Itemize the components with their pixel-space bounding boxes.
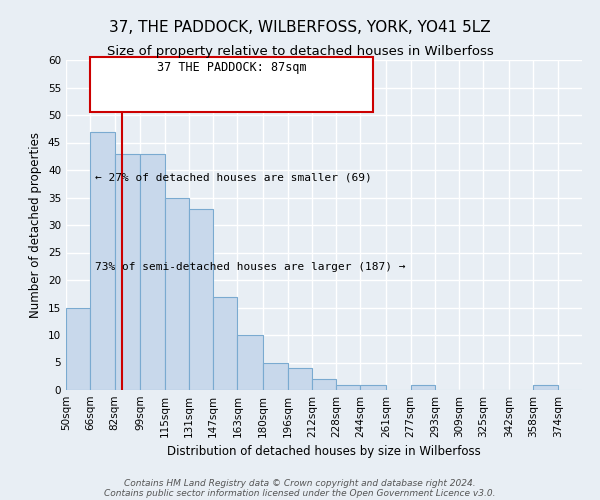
Bar [66, 308, 90, 390]
Bar [533, 384, 558, 390]
Text: 73% of semi-detached houses are larger (187) →: 73% of semi-detached houses are larger (… [95, 262, 406, 272]
Bar [312, 379, 336, 390]
Bar [189, 208, 213, 390]
Text: Contains HM Land Registry data © Crown copyright and database right 2024.: Contains HM Land Registry data © Crown c… [124, 478, 476, 488]
Y-axis label: Number of detached properties: Number of detached properties [29, 132, 43, 318]
Bar [140, 154, 164, 390]
Bar [410, 384, 435, 390]
Bar [361, 384, 386, 390]
Text: 37 THE PADDOCK: 87sqm: 37 THE PADDOCK: 87sqm [157, 60, 306, 74]
Bar [238, 335, 263, 390]
Text: 37, THE PADDOCK, WILBERFOSS, YORK, YO41 5LZ: 37, THE PADDOCK, WILBERFOSS, YORK, YO41 … [109, 20, 491, 35]
Bar [115, 154, 140, 390]
Bar [90, 132, 115, 390]
X-axis label: Distribution of detached houses by size in Wilberfoss: Distribution of detached houses by size … [167, 446, 481, 458]
Bar [164, 198, 189, 390]
Text: Contains public sector information licensed under the Open Government Licence v3: Contains public sector information licen… [104, 488, 496, 498]
Text: Size of property relative to detached houses in Wilberfoss: Size of property relative to detached ho… [107, 45, 493, 58]
Bar [213, 296, 238, 390]
Bar [263, 362, 287, 390]
Text: ← 27% of detached houses are smaller (69): ← 27% of detached houses are smaller (69… [95, 173, 372, 182]
Bar [287, 368, 312, 390]
Bar [336, 384, 361, 390]
FancyBboxPatch shape [90, 57, 373, 112]
